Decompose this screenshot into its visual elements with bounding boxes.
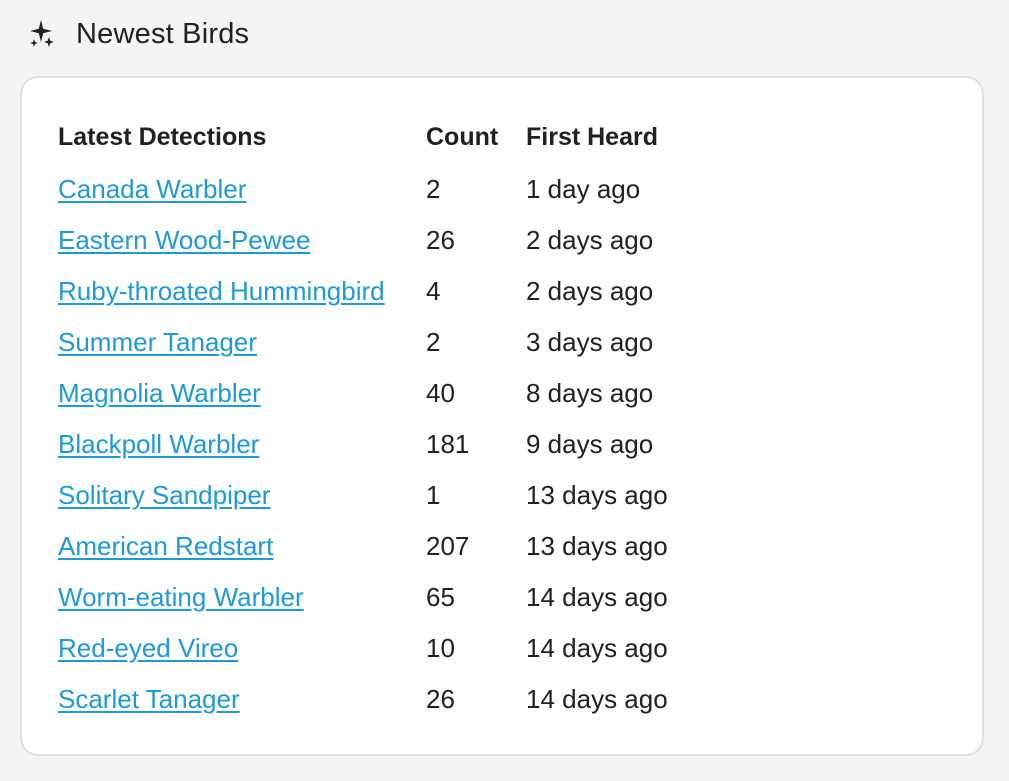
bird-name-cell: Red-eyed Vireo xyxy=(58,623,426,674)
table-header-row: Latest Detections Count First Heard xyxy=(58,114,746,164)
bird-link[interactable]: Scarlet Tanager xyxy=(58,684,240,714)
column-header-first-heard: First Heard xyxy=(526,122,658,151)
table-row: Blackpoll Warbler 181 9 days ago xyxy=(58,419,746,470)
bird-name-cell: Blackpoll Warbler xyxy=(58,419,426,470)
table-row: Ruby-throated Hummingbird 4 2 days ago xyxy=(58,266,746,317)
table-row: Magnolia Warbler 40 8 days ago xyxy=(58,368,746,419)
first-heard-cell: 13 days ago xyxy=(526,531,668,561)
card-title: Newest Birds xyxy=(76,17,250,50)
bird-name-cell: Worm-eating Warbler xyxy=(58,572,426,623)
bird-link[interactable]: Ruby-throated Hummingbird xyxy=(58,276,385,306)
first-heard-cell: 3 days ago xyxy=(526,327,654,357)
bird-link[interactable]: Canada Warbler xyxy=(58,174,247,204)
bird-name-cell: Ruby-throated Hummingbird xyxy=(58,266,426,317)
sparkles-icon xyxy=(28,18,60,50)
column-header-latest-detections: Latest Detections xyxy=(58,122,267,151)
bird-link[interactable]: Magnolia Warbler xyxy=(58,378,261,408)
count-cell: 65 xyxy=(426,582,455,612)
first-heard-cell: 14 days ago xyxy=(526,582,668,612)
table-row: Solitary Sandpiper 1 13 days ago xyxy=(58,470,746,521)
newest-birds-card: Latest Detections Count First Heard Cana… xyxy=(20,76,984,756)
count-cell: 1 xyxy=(426,480,441,510)
column-header-count: Count xyxy=(426,122,499,151)
count-cell: 26 xyxy=(426,225,455,255)
table-row: American Redstart 207 13 days ago xyxy=(58,521,746,572)
table-row: Eastern Wood-Pewee 26 2 days ago xyxy=(58,215,746,266)
table-row: Canada Warbler 2 1 day ago xyxy=(58,164,746,215)
bird-name-cell: Solitary Sandpiper xyxy=(58,470,426,521)
bird-name-cell: Magnolia Warbler xyxy=(58,368,426,419)
count-cell: 4 xyxy=(426,276,441,306)
count-cell: 207 xyxy=(426,531,470,561)
count-cell: 26 xyxy=(426,684,455,714)
table-row: Worm-eating Warbler 65 14 days ago xyxy=(58,572,746,623)
count-cell: 2 xyxy=(426,327,441,357)
bird-link[interactable]: Red-eyed Vireo xyxy=(58,633,239,663)
bird-name-cell: Canada Warbler xyxy=(58,164,426,215)
count-cell: 40 xyxy=(426,378,455,408)
first-heard-cell: 8 days ago xyxy=(526,378,654,408)
first-heard-cell: 1 day ago xyxy=(526,174,641,204)
bird-link[interactable]: American Redstart xyxy=(58,531,274,561)
bird-link[interactable]: Blackpoll Warbler xyxy=(58,429,260,459)
bird-link[interactable]: Worm-eating Warbler xyxy=(58,582,304,612)
first-heard-cell: 14 days ago xyxy=(526,633,668,663)
first-heard-cell: 14 days ago xyxy=(526,684,668,714)
bird-link[interactable]: Eastern Wood-Pewee xyxy=(58,225,311,255)
count-cell: 181 xyxy=(426,429,470,459)
count-cell: 2 xyxy=(426,174,441,204)
first-heard-cell: 9 days ago xyxy=(526,429,654,459)
bird-name-cell: Scarlet Tanager xyxy=(58,674,426,725)
detections-table: Latest Detections Count First Heard Cana… xyxy=(58,114,746,725)
bird-name-cell: American Redstart xyxy=(58,521,426,572)
bird-link[interactable]: Solitary Sandpiper xyxy=(58,480,271,510)
count-cell: 10 xyxy=(426,633,455,663)
bird-link[interactable]: Summer Tanager xyxy=(58,327,257,357)
bird-name-cell: Eastern Wood-Pewee xyxy=(58,215,426,266)
table-row: Summer Tanager 2 3 days ago xyxy=(58,317,746,368)
first-heard-cell: 2 days ago xyxy=(526,225,654,255)
card-header: Newest Birds xyxy=(28,14,249,54)
table-row: Scarlet Tanager 26 14 days ago xyxy=(58,674,746,725)
first-heard-cell: 2 days ago xyxy=(526,276,654,306)
bird-name-cell: Summer Tanager xyxy=(58,317,426,368)
table-row: Red-eyed Vireo 10 14 days ago xyxy=(58,623,746,674)
first-heard-cell: 13 days ago xyxy=(526,480,668,510)
